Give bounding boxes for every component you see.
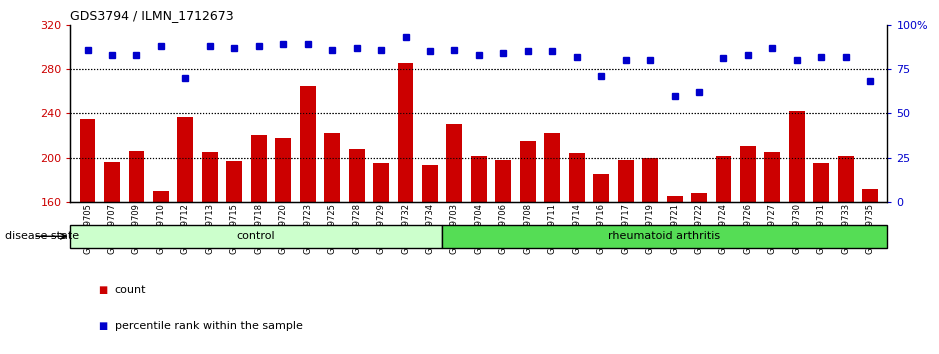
- Bar: [569, 153, 585, 354]
- Bar: [691, 193, 707, 354]
- Bar: [129, 151, 145, 354]
- Bar: [593, 174, 609, 354]
- Bar: [667, 196, 683, 354]
- Bar: [104, 162, 120, 354]
- Bar: [764, 152, 780, 354]
- Bar: [373, 163, 389, 354]
- Bar: [275, 138, 291, 354]
- Bar: [441, 225, 887, 248]
- Bar: [202, 152, 218, 354]
- Bar: [397, 63, 413, 354]
- Bar: [70, 225, 441, 248]
- Bar: [838, 156, 854, 354]
- Text: ■: ■: [99, 321, 108, 331]
- Text: GDS3794 / ILMN_1712673: GDS3794 / ILMN_1712673: [70, 9, 234, 22]
- Bar: [862, 188, 878, 354]
- Bar: [300, 86, 316, 354]
- Text: ■: ■: [99, 285, 108, 295]
- Bar: [716, 156, 731, 354]
- Bar: [813, 163, 829, 354]
- Bar: [153, 191, 169, 354]
- Text: percentile rank within the sample: percentile rank within the sample: [115, 321, 302, 331]
- Bar: [740, 147, 756, 354]
- Bar: [446, 124, 462, 354]
- Text: rheumatoid arthritis: rheumatoid arthritis: [608, 231, 720, 241]
- Bar: [226, 161, 242, 354]
- Text: control: control: [237, 231, 275, 241]
- Bar: [520, 141, 536, 354]
- Bar: [545, 133, 561, 354]
- Bar: [348, 149, 364, 354]
- Text: count: count: [115, 285, 146, 295]
- Bar: [471, 156, 486, 354]
- Bar: [251, 135, 267, 354]
- Bar: [422, 165, 438, 354]
- Bar: [789, 111, 805, 354]
- Bar: [80, 119, 96, 354]
- Bar: [496, 160, 512, 354]
- Bar: [177, 116, 193, 354]
- Bar: [618, 160, 634, 354]
- Bar: [324, 133, 340, 354]
- Bar: [642, 158, 658, 354]
- Text: disease state: disease state: [5, 231, 79, 241]
